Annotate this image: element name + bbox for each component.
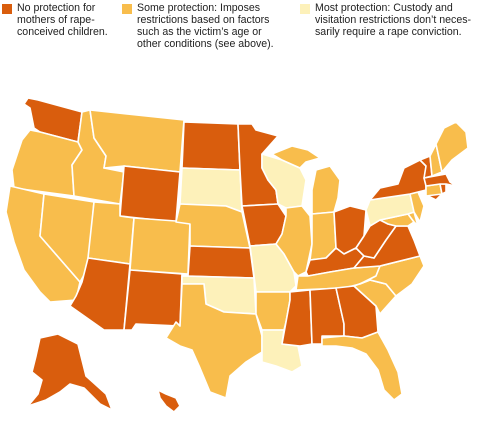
state-rhode-island[interactable] [439, 183, 447, 195]
state-colorado[interactable] [129, 217, 191, 275]
state-vermont[interactable] [419, 155, 433, 179]
state-new-mexico[interactable] [123, 269, 183, 331]
legend-label-most-protection: Most protection: Custody and visitation … [315, 2, 472, 38]
legend-item-no-protection: No protection for mothers of rape- conce… [2, 2, 108, 38]
state-kansas[interactable] [187, 245, 255, 279]
state-north-carolina[interactable] [359, 255, 425, 297]
legend-item-some-protection: Some protection: Imposes restrictions ba… [122, 2, 274, 50]
state-maine[interactable] [435, 121, 469, 173]
state-michigan[interactable] [271, 145, 341, 215]
state-oregon[interactable] [11, 129, 83, 197]
state-north-dakota[interactable] [181, 121, 241, 171]
state-illinois[interactable] [275, 205, 313, 277]
legend-item-most-protection: Most protection: Custody and visitation … [300, 2, 471, 38]
legend-label-no-protection: No protection for mothers of rape- conce… [17, 2, 108, 38]
state-wyoming[interactable] [119, 165, 181, 223]
state-florida[interactable] [321, 331, 403, 401]
legend-label-some-protection: Some protection: Imposes restrictions ba… [137, 2, 274, 50]
legend-swatch-most-protection [300, 4, 310, 14]
state-hawaii[interactable] [157, 389, 181, 413]
state-texas[interactable] [165, 283, 263, 399]
state-massachusetts[interactable] [423, 173, 457, 187]
state-alaska[interactable] [27, 333, 113, 411]
legend-swatch-some-protection [122, 4, 132, 14]
map-legend: No protection for mothers of rape- conce… [0, 0, 478, 50]
legend-swatch-no-protection [2, 4, 12, 14]
us-states-map [5, 97, 469, 413]
state-montana[interactable] [89, 109, 185, 173]
